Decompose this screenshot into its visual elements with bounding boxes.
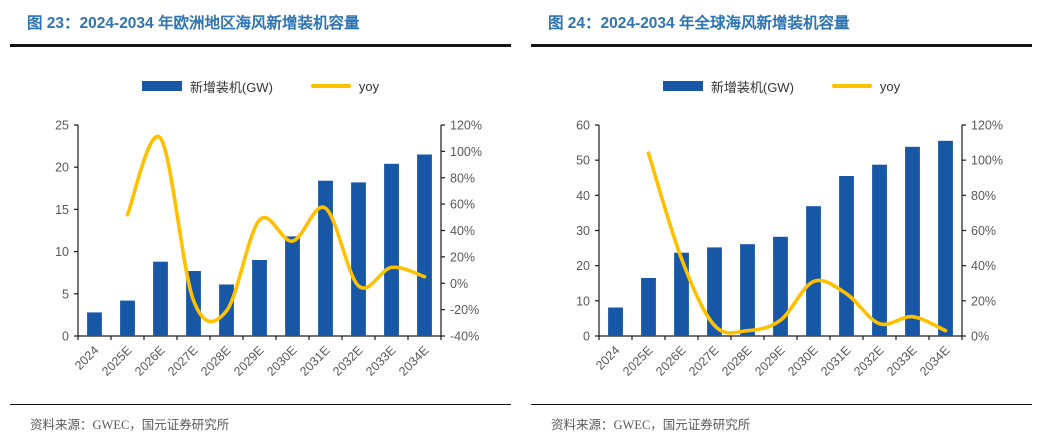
x-axis-label: 2032E [330,343,365,378]
x-axis-label: 2029E [752,343,787,378]
figure-title: 图 24：2024-2034 年全球海风新增装机容量 [548,15,850,32]
right-axis-label: 0% [971,329,989,343]
legend-line-swatch [310,84,351,88]
bar [641,277,656,336]
right-axis-label: 40% [450,224,475,238]
x-axis-label: 2031E [297,343,332,378]
legend-line-label: yoy [358,78,380,94]
left-axis-label: 40 [576,188,590,202]
left-axis-label: 10 [576,294,590,308]
right-axis-label: 20% [450,250,475,264]
bar [384,163,399,336]
x-axis-label: 2031E [818,343,853,378]
bar [905,146,920,336]
bar [252,259,267,336]
legend-bar-swatch [141,81,182,91]
source-divider [10,403,511,406]
x-axis-label: 2027E [686,343,721,378]
x-axis-label: 2024 [72,343,102,373]
bar [417,154,432,336]
x-axis-label: 2030E [785,343,820,378]
bar [707,246,722,336]
right-axis-label: 120% [450,118,482,132]
x-axis-label: 2026E [132,343,167,378]
left-axis-label: 10 [55,245,69,259]
x-axis-label: 2028E [719,343,754,378]
right-axis-label: -20% [450,303,479,317]
x-axis-label: 2027E [165,343,200,378]
x-axis-label: 2028E [198,343,233,378]
right-axis-label: 60% [971,224,996,238]
left-axis-label: 20 [55,160,69,174]
bar [351,181,366,336]
right-axis-label: 60% [450,197,475,211]
right-axis-label: 80% [450,171,475,185]
left-axis-label: 20 [576,259,590,273]
chart-legend: 新增装机(GW) yoy [10,77,511,96]
x-axis-label: 2025E [99,343,134,378]
left-axis-label: 60 [576,118,590,132]
left-axis-label: 5 [62,287,69,301]
bar-series [608,140,953,336]
left-axis-label: 0 [583,329,590,343]
title-divider [10,44,511,47]
x-axis-label: 2034E [917,343,952,378]
left-axis-label: 25 [55,118,69,132]
x-axis-label: 2024 [593,343,623,373]
chart-canvas: 0 5 10 15 20 25 -40% -20% 0% 20% 40% 60% 80% 100% 120%… [55,118,482,378]
right-axis-label: 0% [450,276,468,290]
x-axis-label: 2026E [653,343,688,378]
yoy-line [125,134,427,323]
bar [120,300,135,336]
bar [153,261,168,336]
chart-canvas: 01020304050600%20%40%60%80%100%120%20242… [576,118,1003,378]
bar [318,180,333,336]
legend-bar-label: 新增装机(GW) [710,79,794,95]
chart-area: 新增装机(GW) yoy 0 10 20 30 40 50 60 0% 20% 40% 60% 80%… [531,47,1032,404]
left-axis-label: 0 [62,329,69,343]
figure-24: 图 24：2024-2034 年全球海风新增装机容量 新增装机(GW) yoy … [521,0,1042,440]
x-axis-label: 2033E [363,343,398,378]
right-axis-label: 100% [450,144,482,158]
bar [87,311,102,336]
legend-bar-swatch [662,81,703,91]
bar [773,236,788,336]
bar [938,140,953,336]
x-axis-label: 2034E [396,343,431,378]
legend-bar-label: 新增装机(GW) [189,79,273,95]
source-note: 资料来源：GWEC，国元证券研究所 [30,418,230,433]
bar [674,252,689,336]
legend-line-label: yoy [879,78,901,94]
bar [872,164,887,336]
bar [285,235,300,336]
x-axis-label: 2033E [884,343,919,378]
legend-line-swatch [831,84,872,88]
source-note: 资料来源：GWEC，国元证券研究所 [551,418,751,433]
bar [839,175,854,336]
left-axis-label: 30 [576,224,590,238]
x-axis-label: 2030E [264,343,299,378]
right-axis-label: 120% [971,118,1003,132]
chart-area: 新增装机(GW) yoy 0 5 10 15 20 25 -40% -20% 0% 20% 40% 6… [10,47,511,404]
right-axis-label: 20% [971,294,996,308]
right-axis-label: 100% [971,153,1003,167]
right-axis-label: 80% [971,188,996,202]
left-axis-label: 15 [55,202,69,216]
x-axis-label: 2032E [851,343,886,378]
figure-title: 图 23：2024-2034 年欧洲地区海风新增装机容量 [27,15,360,32]
left-axis-label: 50 [576,153,590,167]
right-axis-label: 40% [971,259,996,273]
bar-series [87,154,432,336]
yoy-line [646,150,948,335]
x-axis-label: 2029E [231,343,266,378]
right-axis-label: -40% [450,329,479,343]
bar [806,205,821,336]
x-axis-label: 2025E [620,343,655,378]
source-divider [531,403,1032,406]
bar [608,307,623,336]
bar [740,243,755,336]
title-divider [531,44,1032,47]
figure-23: 图 23：2024-2034 年欧洲地区海风新增装机容量 新增装机(GW) yo… [10,15,511,433]
chart-legend: 新增装机(GW) yoy [531,77,1032,96]
